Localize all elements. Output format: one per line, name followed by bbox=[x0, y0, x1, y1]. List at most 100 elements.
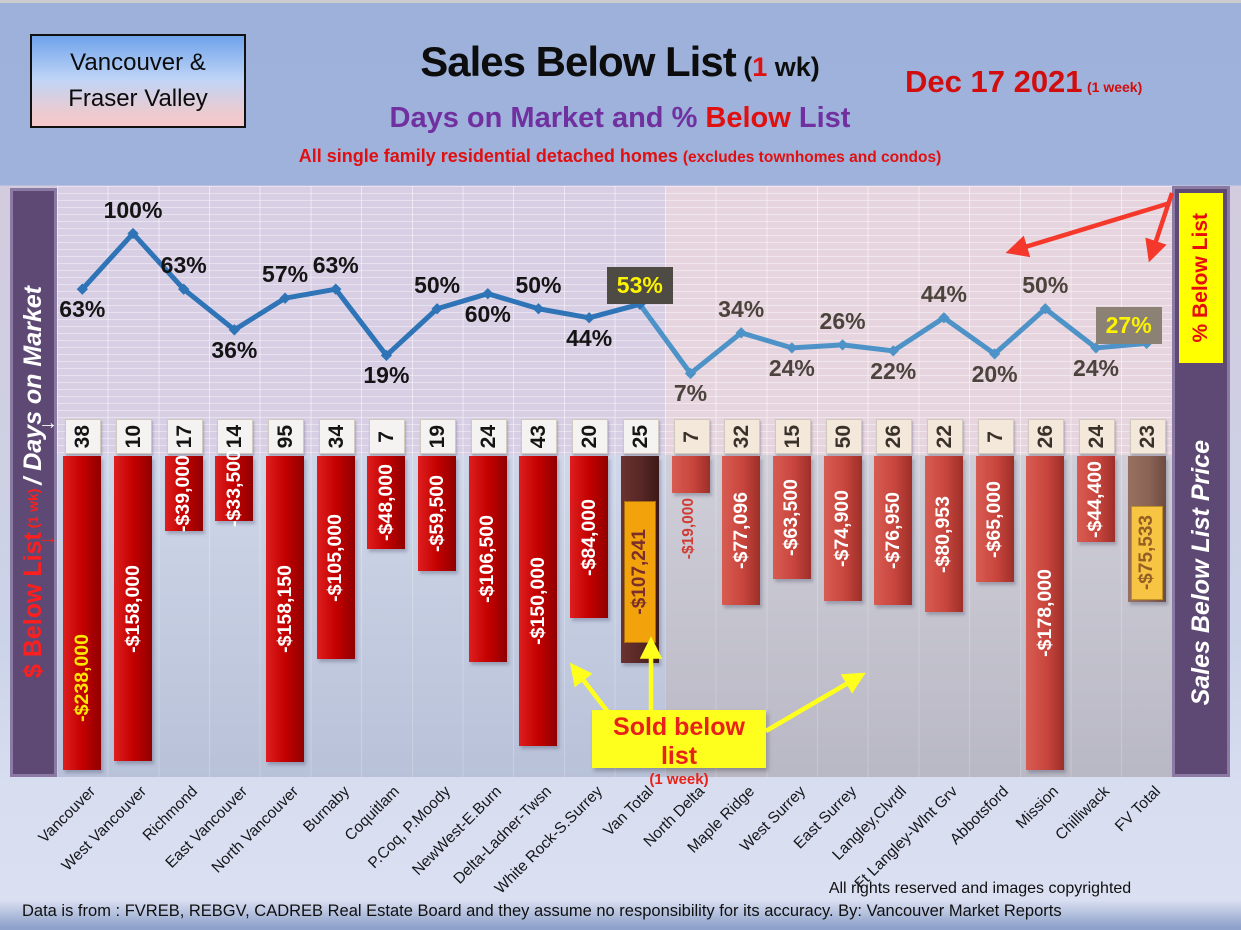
rights-note: All rights reserved and images copyright… bbox=[828, 880, 1132, 897]
days-value: 19 bbox=[426, 424, 450, 449]
percent-label: 100% bbox=[103, 196, 163, 223]
days-box: 43 bbox=[521, 419, 558, 454]
days-box: 7 bbox=[977, 419, 1014, 454]
bar: -$65,000 bbox=[975, 456, 1014, 582]
days-box: 7 bbox=[673, 419, 710, 454]
days-box: 25 bbox=[622, 419, 659, 454]
disclaimer: Data is from : FVREB, REBGV, CADREB Real… bbox=[22, 902, 1062, 920]
bar: -$48,000 bbox=[367, 456, 406, 549]
bar: -$44,400 bbox=[1076, 456, 1115, 542]
bar: -$150,000 bbox=[519, 456, 558, 746]
sold-below-list-callout: Sold below list (1 week) bbox=[592, 710, 766, 788]
bar: -$59,500 bbox=[418, 456, 457, 571]
days-on-market-arrow-icon: → bbox=[38, 412, 58, 434]
days-box: 7 bbox=[369, 419, 406, 454]
days-box: 14 bbox=[217, 419, 254, 454]
days-value: 14 bbox=[223, 424, 247, 449]
bar: -$105,000 bbox=[316, 456, 355, 659]
bar-value: -$44,400 bbox=[1084, 460, 1107, 538]
days-value: 15 bbox=[780, 424, 804, 449]
bar-value: -$238,000 bbox=[70, 634, 93, 722]
below-list-arrow-icon: → bbox=[38, 527, 58, 549]
percent-below-list-tab: % Below List bbox=[1179, 193, 1223, 363]
days-box: 32 bbox=[724, 419, 761, 454]
days-value: 22 bbox=[932, 424, 956, 449]
bar: -$158,000 bbox=[114, 456, 153, 761]
bar: -$158,150 bbox=[266, 456, 305, 762]
bar-value: -$150,000 bbox=[526, 557, 549, 645]
van-total-percent-badge: 53% bbox=[606, 267, 673, 305]
days-box: 24 bbox=[1078, 419, 1115, 454]
days-value: 34 bbox=[324, 424, 348, 449]
percent-label: 50% bbox=[515, 271, 562, 298]
percent-label: 7% bbox=[673, 380, 708, 407]
days-value: 26 bbox=[1034, 424, 1058, 449]
region-line1: Vancouver & bbox=[70, 49, 206, 76]
percent-label: 50% bbox=[1022, 271, 1069, 298]
days-value: 10 bbox=[122, 424, 146, 449]
percent-label: 19% bbox=[363, 362, 410, 389]
days-value: 43 bbox=[527, 424, 551, 449]
days-box: 20 bbox=[572, 419, 609, 454]
days-value: 32 bbox=[730, 424, 754, 449]
percent-label: 34% bbox=[718, 295, 765, 322]
bar-value: -$59,500 bbox=[425, 475, 448, 552]
percent-label: 24% bbox=[768, 354, 815, 381]
days-box: 26 bbox=[1028, 419, 1065, 454]
bar: -$75,533 bbox=[1127, 456, 1166, 602]
bar: -$77,096 bbox=[722, 456, 761, 605]
days-box: 17 bbox=[166, 419, 203, 454]
van-lower-band bbox=[57, 455, 665, 777]
days-value: 17 bbox=[172, 424, 196, 449]
bar: -$33,500 bbox=[215, 450, 254, 527]
percent-label: 63% bbox=[312, 252, 359, 279]
bar: -$178,000 bbox=[1026, 456, 1065, 770]
days-value: 24 bbox=[476, 424, 500, 449]
days-value: 23 bbox=[1135, 424, 1159, 449]
percent-label: 60% bbox=[464, 300, 511, 327]
days-box: 23 bbox=[1129, 419, 1166, 454]
percent-label: 44% bbox=[566, 324, 613, 351]
bar-value: -$106,500 bbox=[476, 515, 499, 603]
days-box: 95 bbox=[268, 419, 305, 454]
days-box: 15 bbox=[774, 419, 811, 454]
days-box: 34 bbox=[318, 419, 355, 454]
percent-label: 50% bbox=[414, 271, 461, 298]
percent-label: 24% bbox=[1072, 354, 1119, 381]
days-box: 50 bbox=[825, 419, 862, 454]
percent-label: 22% bbox=[870, 357, 917, 384]
days-value: 7 bbox=[679, 430, 703, 443]
fv-total-percent-badge: 27% bbox=[1095, 307, 1162, 345]
percent-label: 20% bbox=[971, 360, 1018, 387]
right-axis-bar: % Below List Sales Below List Price bbox=[1172, 186, 1230, 777]
bar-value-outside: -$19,000 bbox=[679, 498, 697, 560]
total-value-tag: -$75,533 bbox=[1130, 506, 1163, 600]
bar: -$63,500 bbox=[772, 456, 811, 579]
bar-value: -$75,533 bbox=[1135, 515, 1157, 591]
days-value: 7 bbox=[375, 430, 399, 443]
subtitle: Days on Market and % Below List bbox=[389, 102, 851, 134]
percent-label: 63% bbox=[160, 252, 207, 279]
bar: -$84,000 bbox=[570, 456, 609, 618]
bar-value: -$80,953 bbox=[932, 495, 955, 573]
bar-value: -$84,000 bbox=[577, 498, 600, 576]
percent-label: 26% bbox=[819, 307, 866, 334]
days-box: 19 bbox=[420, 419, 457, 454]
bar: -$74,900 bbox=[823, 456, 862, 601]
bar-value: -$107,241 bbox=[628, 529, 650, 615]
bar-value: -$178,000 bbox=[1033, 569, 1056, 657]
bar: -$238,000 bbox=[63, 456, 102, 770]
page-title: Sales Below List (1 wk) bbox=[310, 38, 930, 86]
bar-value: -$77,096 bbox=[729, 492, 752, 569]
days-box: 10 bbox=[116, 419, 153, 454]
bar-value: -$39,000 bbox=[172, 455, 195, 532]
title-note: (1 wk) bbox=[735, 52, 820, 82]
days-value: 38 bbox=[71, 424, 95, 449]
percent-label: 63% bbox=[59, 296, 106, 323]
bar-value: -$48,000 bbox=[374, 464, 397, 541]
bar: -$39,000 bbox=[164, 455, 203, 532]
percent-label: 44% bbox=[920, 280, 967, 307]
total-value-tag: -$107,241 bbox=[623, 501, 656, 643]
days-box: 26 bbox=[876, 419, 913, 454]
